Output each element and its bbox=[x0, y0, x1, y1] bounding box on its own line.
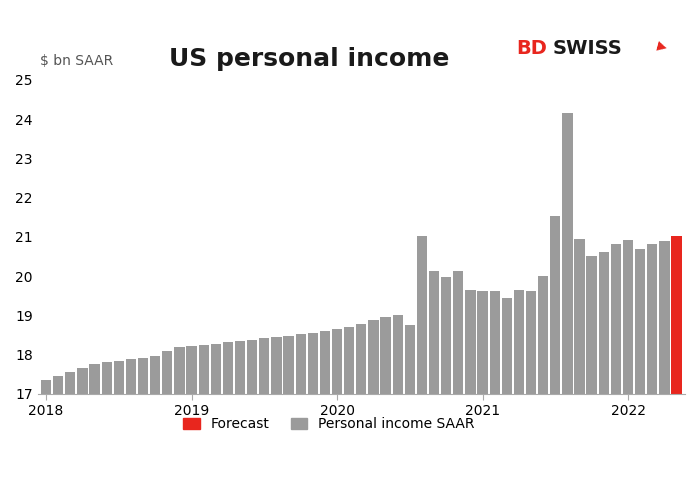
Bar bbox=[41, 380, 51, 394]
Bar bbox=[211, 344, 221, 394]
Bar bbox=[368, 320, 379, 394]
Bar bbox=[647, 244, 657, 394]
Bar bbox=[587, 256, 597, 394]
Bar bbox=[113, 361, 124, 394]
Title: US personal income: US personal income bbox=[169, 47, 449, 71]
Bar bbox=[332, 329, 342, 394]
Legend: Forecast, Personal income SAAR: Forecast, Personal income SAAR bbox=[178, 412, 480, 437]
Bar bbox=[308, 333, 318, 394]
Bar bbox=[393, 315, 402, 394]
Bar bbox=[441, 277, 452, 394]
Bar bbox=[174, 348, 185, 394]
Bar bbox=[186, 346, 197, 394]
Bar bbox=[429, 271, 439, 394]
Bar bbox=[295, 334, 306, 394]
Bar bbox=[380, 317, 391, 394]
Bar bbox=[272, 337, 281, 394]
Bar bbox=[344, 327, 354, 394]
Bar bbox=[598, 251, 609, 394]
Bar bbox=[53, 376, 64, 394]
Bar bbox=[102, 363, 112, 394]
Bar bbox=[320, 331, 330, 394]
Text: $ bn SAAR: $ bn SAAR bbox=[40, 54, 113, 68]
Bar bbox=[453, 271, 463, 394]
Bar bbox=[562, 113, 573, 394]
Bar bbox=[575, 239, 584, 394]
Bar bbox=[223, 342, 233, 394]
Bar bbox=[150, 356, 160, 394]
Bar bbox=[65, 372, 76, 394]
Bar bbox=[126, 359, 136, 394]
Bar bbox=[259, 338, 270, 394]
Bar bbox=[416, 236, 427, 394]
Bar bbox=[247, 340, 258, 394]
Bar bbox=[466, 290, 475, 394]
Bar bbox=[610, 244, 621, 394]
Bar bbox=[77, 368, 88, 394]
Bar bbox=[199, 345, 209, 394]
Bar bbox=[235, 341, 245, 394]
Bar bbox=[659, 242, 669, 394]
Bar bbox=[514, 290, 524, 394]
Bar bbox=[138, 358, 148, 394]
Bar bbox=[526, 291, 536, 394]
Bar bbox=[405, 325, 415, 394]
Bar bbox=[489, 291, 500, 394]
Bar bbox=[635, 249, 645, 394]
Bar bbox=[356, 324, 367, 394]
Bar bbox=[284, 336, 294, 394]
Bar bbox=[90, 365, 99, 394]
Text: SWISS: SWISS bbox=[552, 39, 622, 58]
Text: ▶: ▶ bbox=[656, 39, 668, 54]
Bar bbox=[623, 240, 634, 394]
Bar bbox=[477, 291, 488, 394]
Text: BD: BD bbox=[517, 39, 547, 58]
Bar bbox=[550, 216, 561, 394]
Bar bbox=[538, 276, 548, 394]
Bar bbox=[162, 351, 172, 394]
Bar bbox=[502, 298, 512, 394]
Bar bbox=[671, 236, 682, 394]
